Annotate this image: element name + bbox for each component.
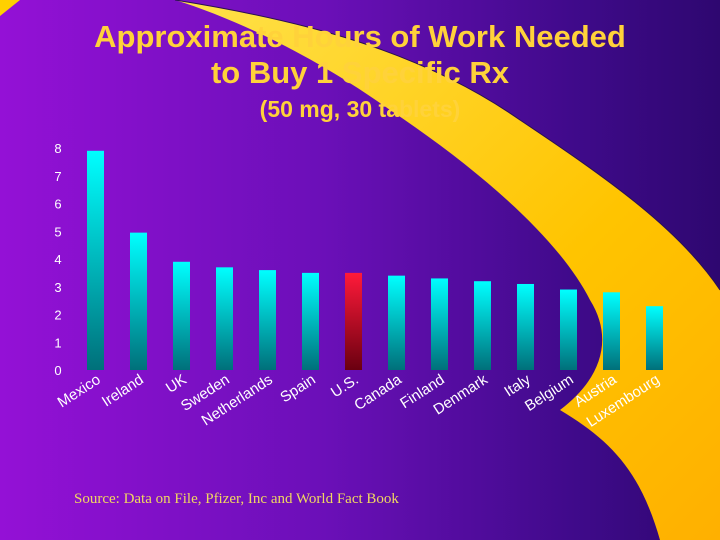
chart-title-line1: Approximate Hours of Work Needed — [94, 19, 626, 54]
source-note: Source: Data on File, Pfizer, Inc and Wo… — [74, 491, 399, 507]
y-tick-label: 3 — [54, 280, 61, 295]
bar-denmark — [474, 281, 491, 370]
y-tick-label: 8 — [54, 141, 61, 156]
bar-belgium — [560, 289, 577, 370]
x-tick-label: UK — [163, 371, 190, 397]
bar-austria — [603, 292, 620, 370]
bar-us — [345, 272, 362, 370]
chart-subtitle: (50 mg, 30 tablets) — [259, 96, 461, 122]
bar-italy — [517, 283, 534, 370]
chart-title-line2: to Buy 1 Specific Rx — [210, 55, 510, 90]
y-tick-label: 7 — [54, 169, 61, 184]
y-tick-label: 2 — [54, 308, 61, 323]
x-tick-label: Ireland — [99, 371, 147, 410]
bars-group — [87, 150, 663, 370]
bar-uk — [173, 261, 190, 370]
bar-mexico — [87, 150, 104, 370]
x-tick-label: Mexico — [55, 371, 104, 411]
x-tick-label: Belgium — [522, 371, 577, 415]
y-tick-label: 1 — [54, 335, 61, 350]
bar-luxembourg — [646, 306, 663, 370]
y-tick-labels: 0 1 2 3 4 5 6 7 8 — [54, 141, 61, 378]
bar-finland — [431, 278, 448, 370]
y-tick-label: 4 — [54, 252, 61, 267]
y-tick-label: 6 — [54, 197, 61, 212]
x-tick-label: Canada — [351, 371, 405, 414]
bar-canada — [388, 275, 405, 370]
bar-sweden — [216, 267, 233, 370]
bar-ireland — [130, 232, 147, 370]
x-tick-label: Spain — [277, 371, 318, 406]
y-tick-label: 5 — [54, 224, 61, 239]
bar-spain — [302, 272, 319, 370]
y-tick-label: 0 — [54, 363, 61, 378]
bar-netherlands — [259, 270, 276, 370]
